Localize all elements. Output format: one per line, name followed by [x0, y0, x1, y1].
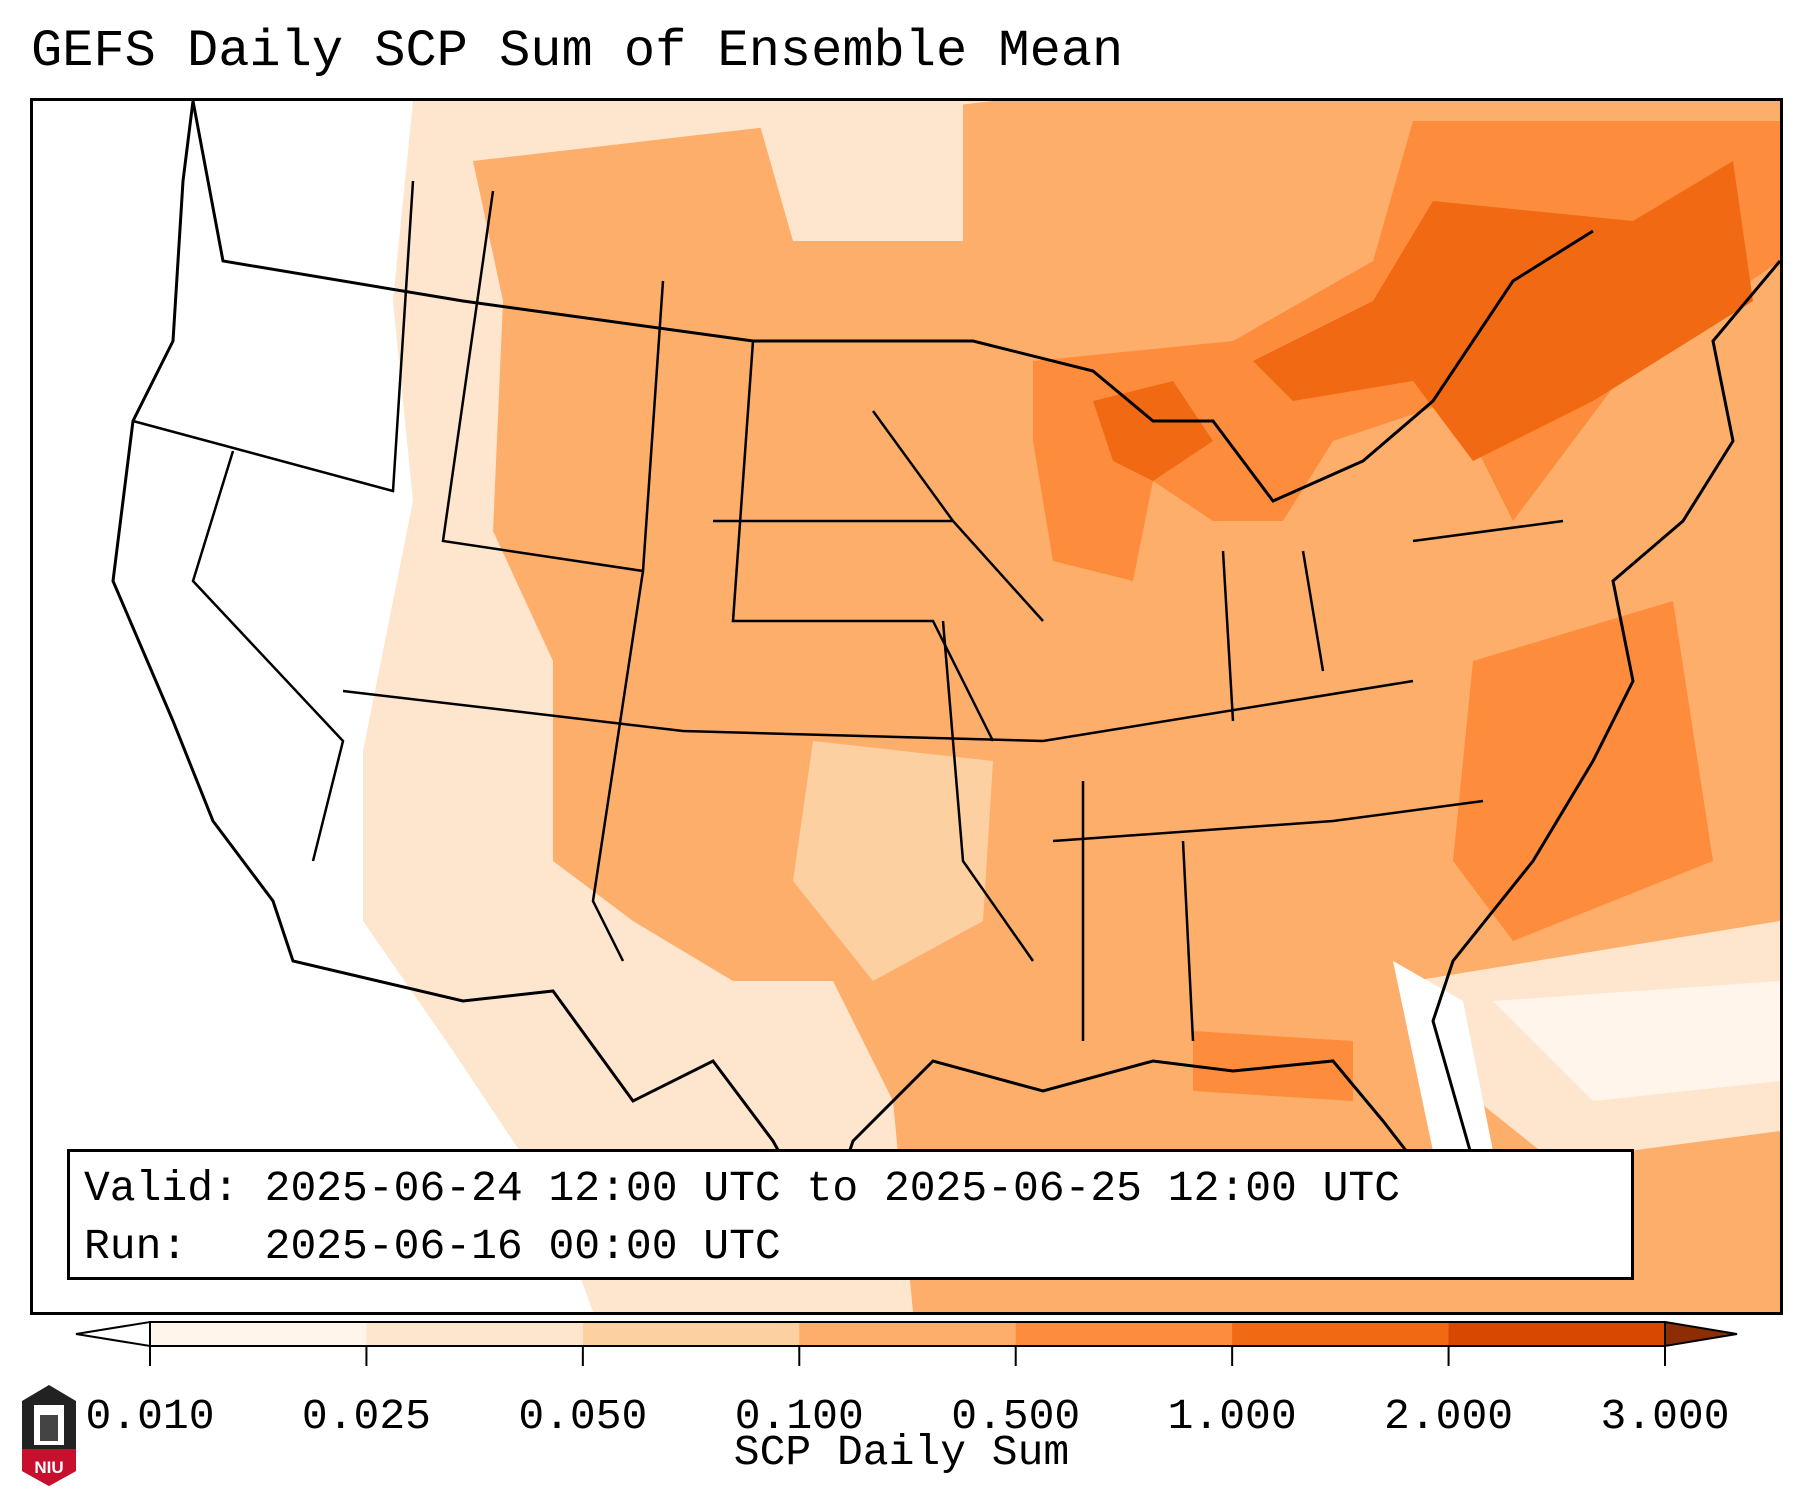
colorbar-tick-label: 0.500 — [951, 1392, 1081, 1441]
niu-logo: NIU — [22, 1385, 76, 1486]
colorbar-segment — [799, 1322, 1017, 1346]
coastline — [111, 101, 1780, 1235]
colorbar-segment — [1015, 1322, 1233, 1346]
colorbar-over-extend — [1664, 1320, 1738, 1348]
run-label: Run: — [84, 1222, 188, 1271]
valid-time: 2025-06-24 12:00 UTC to 2025-06-25 12:00… — [264, 1164, 1401, 1213]
colorbar-tick-label: 1.000 — [1167, 1392, 1297, 1441]
colorbar-segment — [150, 1322, 367, 1346]
field-elevated-atlantic — [1453, 601, 1713, 941]
field-light-patch — [793, 741, 993, 981]
colorbar-tick-label: 3.000 — [1600, 1392, 1730, 1441]
colorbar-segment — [1448, 1322, 1666, 1346]
state-borders — [132, 180, 1564, 1042]
colorbar-segment — [1232, 1322, 1450, 1346]
colorbar-tick-label: 0.010 — [85, 1392, 215, 1441]
colorbar-under-extend — [75, 1320, 151, 1348]
map-title: GEFS Daily SCP Sum of Ensemble Mean — [31, 22, 1124, 81]
northern-border — [191, 101, 1594, 503]
field-high — [1253, 161, 1753, 461]
colorbar-frame — [149, 1321, 1666, 1347]
colorbar-tick-label: 0.025 — [301, 1392, 431, 1441]
info-box: Valid: 2025-06-24 12:00 UTC to 2025-06-2… — [67, 1149, 1634, 1280]
field-light-north — [753, 101, 963, 241]
logo-text: NIU — [34, 1458, 63, 1477]
valid-label: Valid: — [84, 1164, 239, 1213]
field-high-lakes — [1093, 381, 1213, 481]
colorbar-tick-label: 2.000 — [1384, 1392, 1514, 1441]
colorbar-segment — [582, 1322, 800, 1346]
colorbar — [75, 1320, 1738, 1366]
map-panel — [30, 98, 1783, 1315]
colorbar-label: SCP Daily Sum — [733, 1428, 1070, 1477]
colorbar-tick-label: 0.100 — [734, 1392, 864, 1441]
run-time: 2025-06-16 00:00 UTC — [264, 1222, 781, 1271]
scp-field-map — [33, 101, 1780, 1312]
colorbar-tick-label: 0.050 — [518, 1392, 648, 1441]
field-lightest-atlantic — [1493, 981, 1780, 1101]
colorbar-segment — [366, 1322, 584, 1346]
